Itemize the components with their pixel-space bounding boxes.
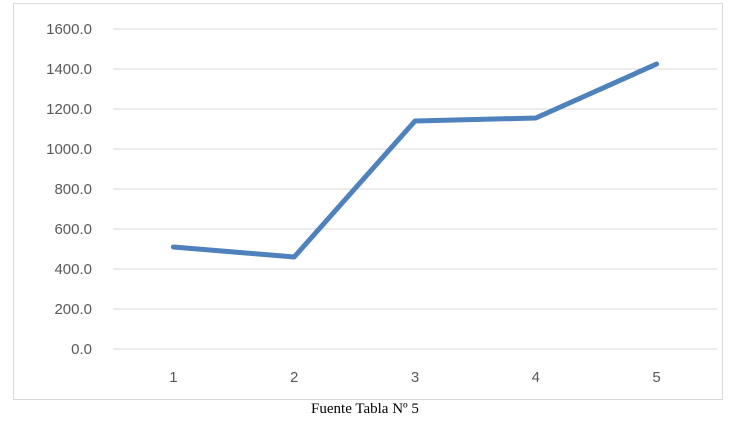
y-tick-label: 1400.0 <box>46 61 92 78</box>
y-tick-label: 1200.0 <box>46 101 92 118</box>
y-tick-label: 1600.0 <box>46 21 92 38</box>
x-tick-label: 3 <box>411 369 419 386</box>
y-tick-label: 200.0 <box>54 301 92 318</box>
y-tick-label: 600.0 <box>54 221 92 238</box>
series-line <box>170 61 660 260</box>
x-tick-label: 1 <box>169 369 177 386</box>
y-tick-label: 1000.0 <box>46 141 92 158</box>
y-tick-label: 0.0 <box>71 341 92 358</box>
x-tick-label: 5 <box>652 369 660 386</box>
x-tick-label: 2 <box>290 369 298 386</box>
y-tick-label: 800.0 <box>54 181 92 198</box>
x-tick-label: 4 <box>532 369 540 386</box>
y-tick-label: 400.0 <box>54 261 92 278</box>
chart-area: 0.0 200.0 400.0 600.0 800.0 1000.0 1200.0 1400.… <box>13 3 723 400</box>
source-note: Fuente Tabla Nº 5 <box>311 401 419 417</box>
line-chart: 0.0 200.0 400.0 600.0 800.0 1000.0 1200.0 1400.… <box>46 21 717 386</box>
